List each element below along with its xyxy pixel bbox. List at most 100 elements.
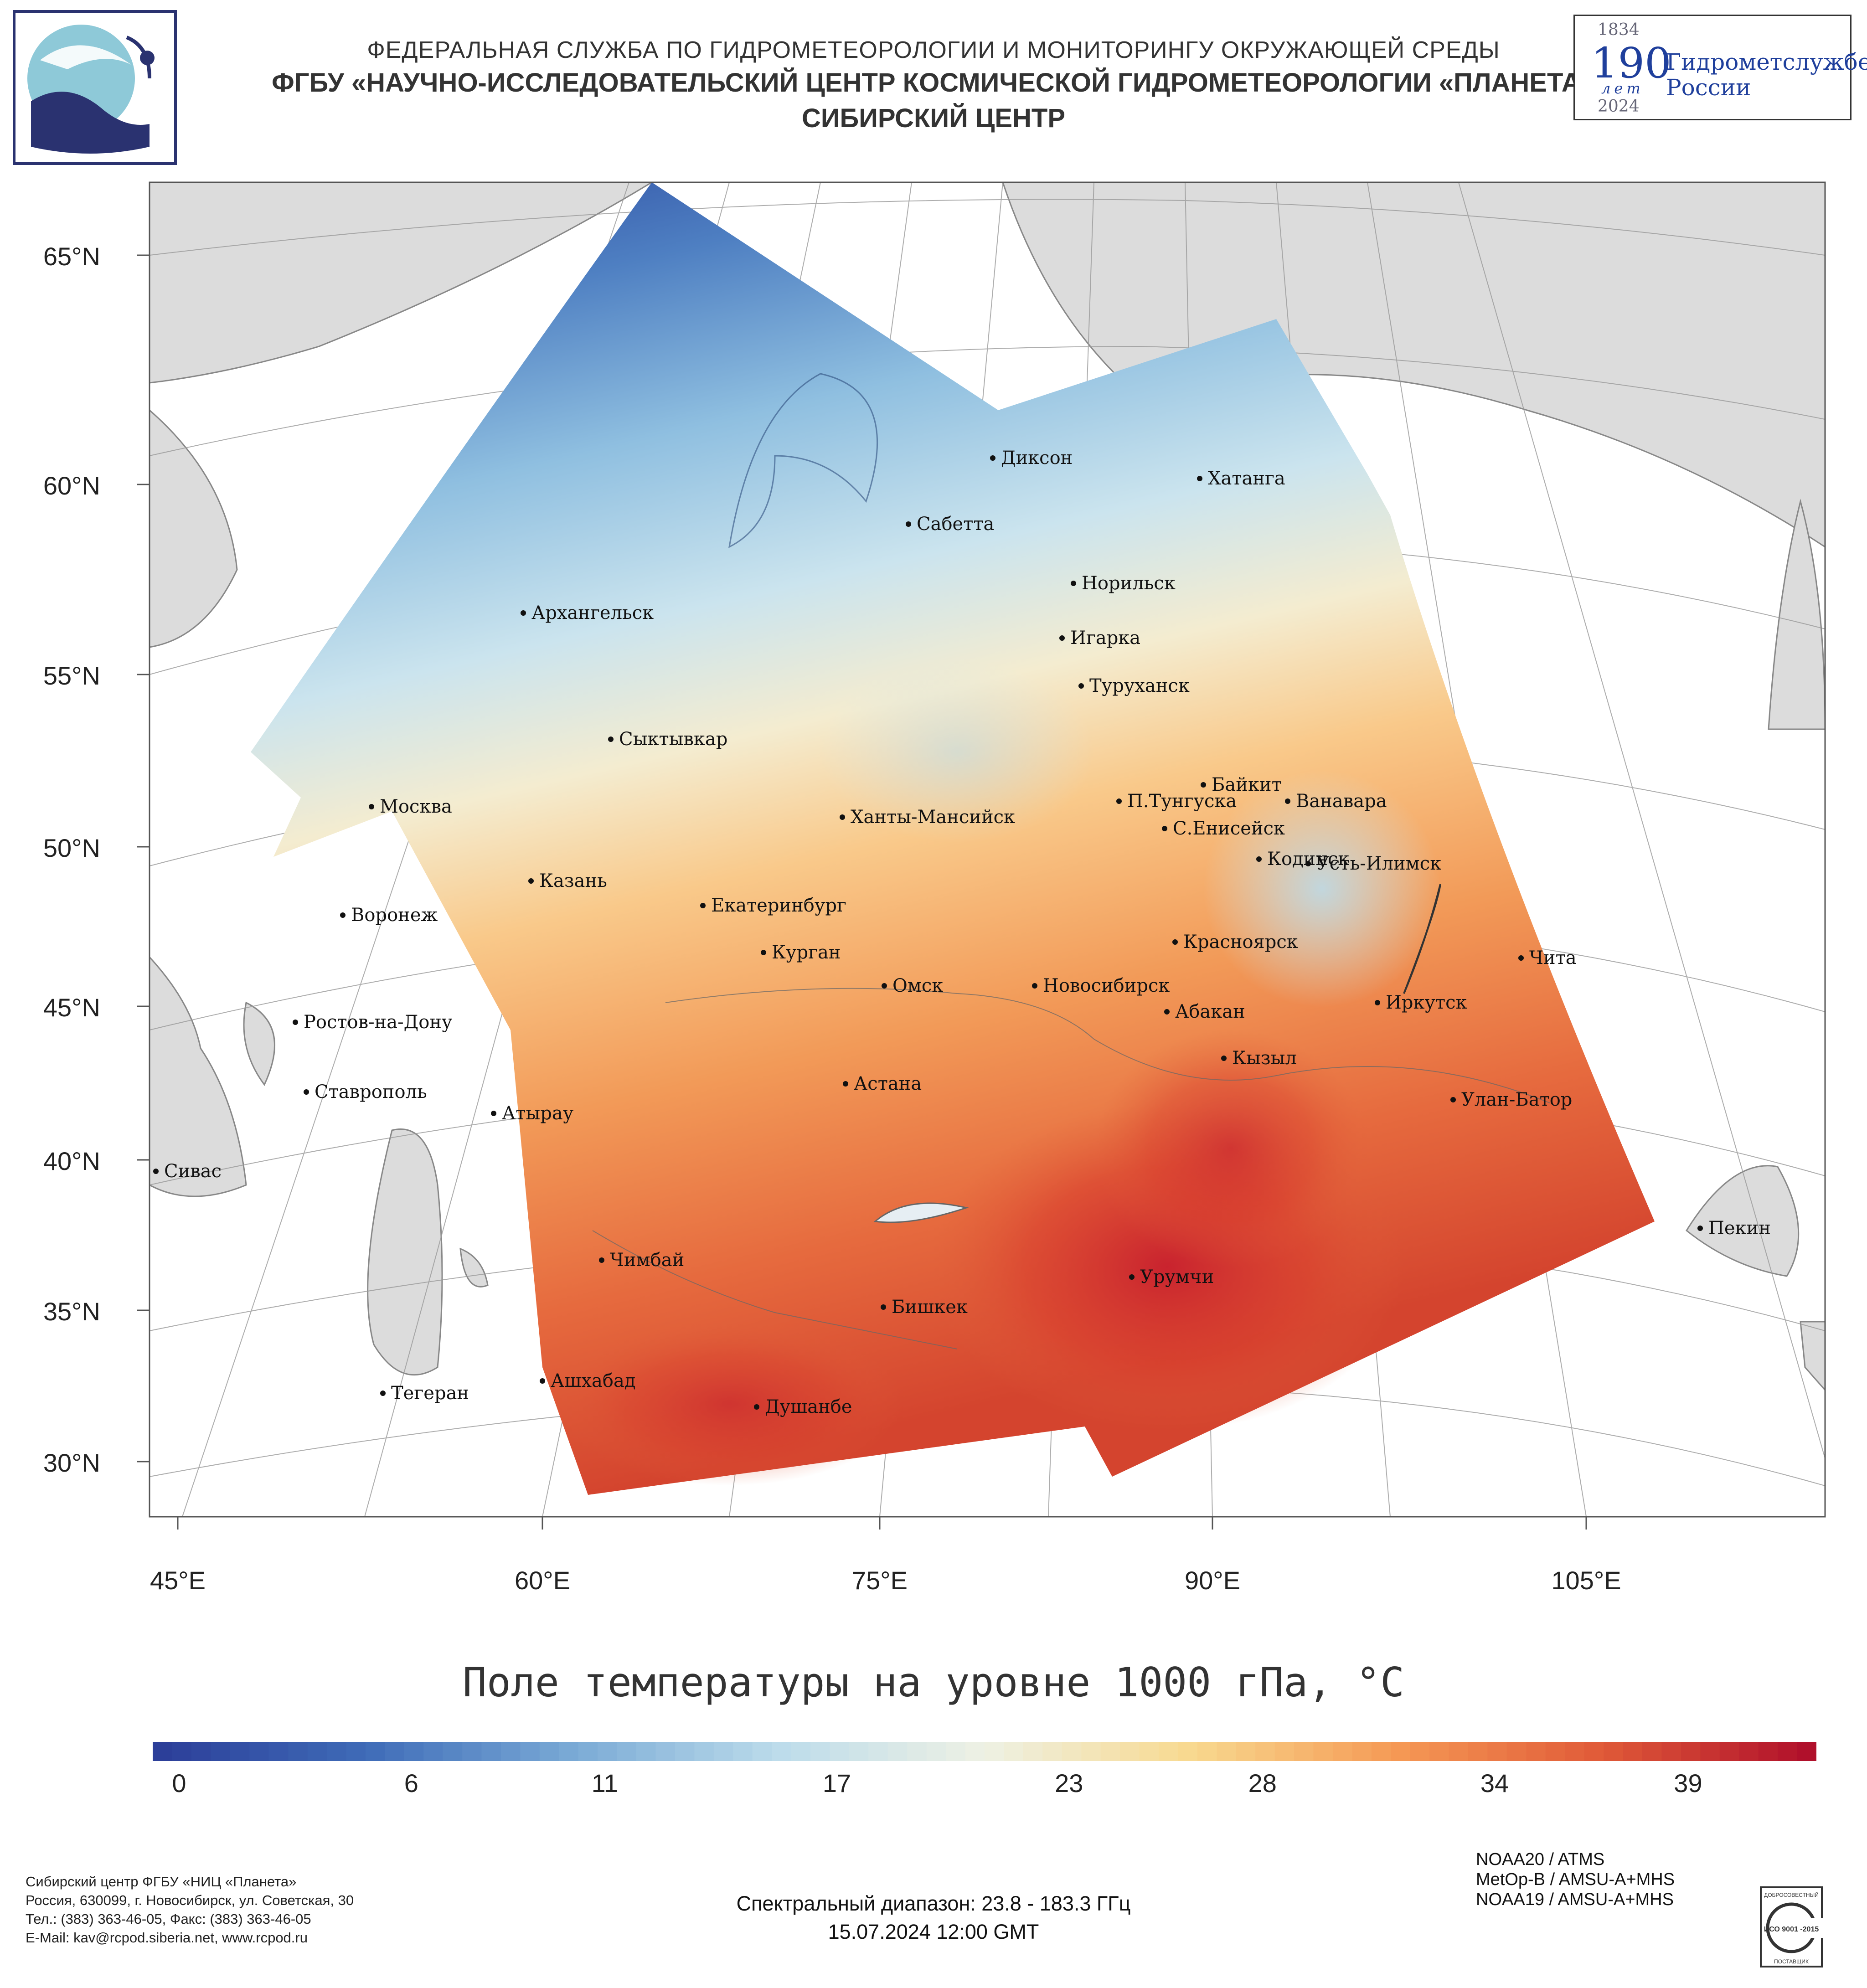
colorbar-segment <box>1410 1742 1430 1761</box>
footer-org-line: E-Mail: kav@rcpod.siberia.net, www.rcpod… <box>26 1930 308 1946</box>
city-marker <box>1071 581 1076 586</box>
city-label: Воронеж <box>351 905 438 926</box>
city-marker <box>528 878 534 884</box>
city-marker <box>1162 826 1167 831</box>
city-label: Туруханск <box>1089 675 1190 696</box>
colorbar-segment <box>1255 1742 1275 1761</box>
anniversary-logo: 1834 190 лет 2024 Гидрометслужбе России <box>1573 15 1867 120</box>
city-label: Чимбай <box>610 1250 685 1271</box>
datetime: 15.07.2024 12:00 GMT <box>828 1920 1039 1943</box>
colorbar-segment <box>1739 1742 1759 1761</box>
lon-label-75: 75°E <box>851 1566 908 1595</box>
colorbar-segment <box>1371 1742 1392 1761</box>
city-marker <box>1221 1056 1227 1061</box>
sensor-list: NOAA20 / ATMS MetOp-B / AMSU-A+MHS NOAA1… <box>1476 1849 1675 1910</box>
colorbar-tick-label: 17 <box>822 1769 851 1797</box>
colorbar-segment <box>926 1742 946 1761</box>
city-label: Ханты-Мансийск <box>851 807 1016 828</box>
anniversary-text-1: Гидрометслужбе <box>1666 49 1867 75</box>
colorbar-segment <box>1661 1742 1681 1761</box>
colorbar-segment <box>965 1742 985 1761</box>
colorbar-segment <box>1391 1742 1411 1761</box>
colorbar-segment <box>365 1742 386 1761</box>
lat-label-55: 55°N <box>43 661 100 690</box>
colorbar-segment <box>772 1742 792 1761</box>
city-label: Москва <box>380 796 452 817</box>
city-label: Кызыл <box>1232 1048 1297 1069</box>
footer-org-line: Россия, 630099, г. Новосибирск, ул. Сове… <box>26 1892 354 1908</box>
colorbar-segment <box>423 1742 444 1761</box>
map-title: Поле температуры на уровне 1000 гПа, °С <box>462 1659 1405 1706</box>
anniversary-text-2: России <box>1666 74 1751 101</box>
city-marker <box>380 1391 386 1396</box>
colorbar-segment <box>172 1742 192 1761</box>
city-marker <box>1078 683 1084 689</box>
city-marker <box>1059 635 1065 641</box>
city-label: Ашхабад <box>551 1370 636 1391</box>
colorbar-segment <box>1004 1742 1024 1761</box>
iso-top-text: ДОБРОСОВЕСТНЫЙ <box>1764 1891 1819 1898</box>
city-label: Ростов-на-Дону <box>304 1012 453 1033</box>
colorbar-segment <box>752 1742 772 1761</box>
city-label: Норильск <box>1082 573 1176 594</box>
colorbar-segment <box>1758 1742 1778 1761</box>
city-marker <box>881 1304 886 1310</box>
colorbar-segment <box>598 1742 618 1761</box>
city-marker <box>754 1404 759 1410</box>
colorbar-segment <box>1487 1742 1507 1761</box>
planeta-logo <box>13 10 177 165</box>
colorbar-segment <box>520 1742 540 1761</box>
city-label: Улан-Батор <box>1461 1089 1573 1110</box>
footer-center: Спектральный диапазон: 23.8 - 183.3 ГГц … <box>0 1890 1867 1946</box>
city-marker <box>521 610 526 616</box>
colorbar-segment <box>946 1742 966 1761</box>
city-label: Тегеран <box>391 1383 469 1404</box>
colorbar-segment <box>733 1742 753 1761</box>
city-label: Курган <box>772 942 841 963</box>
colorbar-segment <box>1313 1742 1333 1761</box>
colorbar-tick-label: 28 <box>1248 1769 1277 1797</box>
city-label: Пекин <box>1708 1218 1771 1239</box>
colorbar-segment <box>1468 1742 1488 1761</box>
colorbar-segment <box>1506 1742 1527 1761</box>
city-marker <box>153 1169 159 1174</box>
city-marker <box>1116 798 1122 804</box>
colorbar-segment <box>462 1742 482 1761</box>
city-marker <box>340 912 346 918</box>
city-marker <box>840 814 845 820</box>
colorbar-segment <box>713 1742 734 1761</box>
colorbar-segment <box>1700 1742 1720 1761</box>
city-label: Сивас <box>164 1161 222 1182</box>
lon-label-90: 90°E <box>1184 1566 1241 1595</box>
colorbar-segment <box>249 1742 269 1761</box>
colorbar-segment <box>887 1742 908 1761</box>
city-marker <box>1256 856 1262 862</box>
sensor-item: MetOp-B / AMSU-A+MHS <box>1476 1870 1675 1889</box>
city-label: Душанбе <box>765 1396 852 1417</box>
anniversary-number: 190 <box>1591 39 1671 88</box>
colorbar-tick-label: 6 <box>404 1769 418 1797</box>
city-label: Иркутск <box>1386 992 1467 1013</box>
city-marker <box>1375 1000 1380 1005</box>
lat-label-40: 40°N <box>43 1147 100 1175</box>
city-label: Чита <box>1529 948 1577 968</box>
lat-label-30: 30°N <box>43 1448 100 1477</box>
city-marker <box>1450 1097 1456 1102</box>
header-ministry: ФЕДЕРАЛЬНАЯ СЛУЖБА ПО ГИДРОМЕТЕОРОЛОГИИ … <box>367 37 1500 63</box>
city-label: П.Тунгуска <box>1127 791 1237 812</box>
colorbar-segment <box>1565 1742 1585 1761</box>
city-label: Усть-Илимск <box>1316 853 1442 874</box>
city-marker <box>293 1020 298 1025</box>
colorbar-segment <box>791 1742 811 1761</box>
colorbar-segment <box>1681 1742 1701 1761</box>
city-label: Игарка <box>1070 628 1141 649</box>
colorbar-segment <box>694 1742 714 1761</box>
colorbar-segment <box>1719 1742 1740 1761</box>
city-marker <box>491 1111 496 1116</box>
city-label: Ванавара <box>1296 791 1387 812</box>
map-frame <box>149 181 1826 1518</box>
colorbar-segment <box>655 1742 676 1761</box>
city-label: Сабетта <box>917 514 995 535</box>
colorbar-tick-label: 34 <box>1480 1769 1509 1797</box>
city-label: Диксон <box>1001 448 1073 469</box>
